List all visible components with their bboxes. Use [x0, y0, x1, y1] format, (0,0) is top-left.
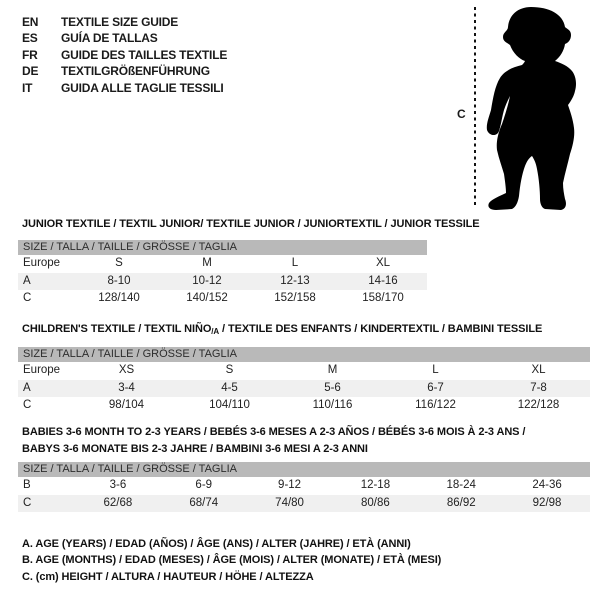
- children-size-table: SIZE / TALLA / TAILLE / GRÖSSE / TAGLIA …: [18, 347, 590, 415]
- language-row-it: IT GUIDA ALLE TAGLIE TESSILI: [22, 80, 227, 96]
- row-label: B: [23, 479, 31, 491]
- height-cell: 116/122: [415, 399, 456, 411]
- age-cell: 10-12: [192, 274, 222, 287]
- babies-title-line2: BABYS 3-6 MONATE BIS 2-3 JAHRE / BAMBINI…: [22, 442, 368, 455]
- table-row: C 128/140 140/152 152/158 158/170: [18, 290, 427, 308]
- row-label: C: [23, 399, 32, 411]
- language-code: IT: [22, 80, 33, 95]
- age-cell: 3-6: [109, 479, 127, 491]
- language-title: GUIDA ALLE TAGLIE TESSILI: [61, 80, 224, 95]
- children-title-subscript: /A: [211, 327, 220, 336]
- height-cell: 68/74: [189, 496, 219, 509]
- size-cell: XS: [118, 364, 135, 376]
- size-header-bar: SIZE / TALLA / TAILLE / GRÖSSE / TAGLIA: [18, 462, 590, 477]
- children-title-post: / TEXTILE DES ENFANTS / KINDERTEXTIL / B…: [219, 323, 543, 335]
- language-code: ES: [22, 31, 38, 46]
- table-row: Europe XS S M L XL: [18, 362, 590, 380]
- age-cell: 4-5: [221, 381, 238, 394]
- age-cell: 7-8: [530, 381, 547, 394]
- age-cell: 12-13: [280, 274, 310, 287]
- babies-title-line1: BABIES 3-6 MONTH TO 2-3 YEARS / BEBÉS 3-…: [22, 426, 526, 438]
- baby-silhouette-icon: [486, 7, 576, 210]
- children-title-pre: CHILDREN'S TEXTILE / TEXTIL NIÑO: [22, 323, 212, 335]
- row-label: C: [23, 292, 32, 304]
- height-cell: 128/140: [98, 292, 140, 304]
- age-cell: 6-9: [195, 479, 213, 491]
- age-cell: 18-24: [446, 479, 476, 491]
- table-row: C 98/104 104/110 110/116 116/122 122/128: [18, 397, 590, 415]
- age-cell: 12-18: [360, 479, 391, 491]
- size-cell: M: [327, 364, 338, 376]
- height-measure-label: C: [457, 107, 466, 121]
- size-cell: S: [115, 257, 123, 269]
- table-row: C 62/68 68/74 74/80 80/86 86/92 92/98: [18, 494, 590, 512]
- height-cell: 140/152: [186, 292, 228, 304]
- height-cell: 92/98: [532, 496, 562, 509]
- height-cell: 80/86: [361, 496, 390, 509]
- row-label: C: [23, 496, 32, 509]
- legend-height-cm: C. (cm) HEIGHT / ALTURA / HAUTEUR / HÖHE…: [22, 570, 314, 583]
- size-cell: M: [202, 257, 212, 269]
- measure-legend: A. AGE (YEARS) / EDAD (AÑOS) / ÂGE (ANS)…: [22, 536, 441, 585]
- row-label: A: [23, 381, 31, 394]
- children-table-title: CHILDREN'S TEXTILE / TEXTIL NIÑO/A / TEX…: [22, 323, 542, 336]
- language-row-fr: FR GUIDE DES TAILLES TEXTILE: [22, 47, 227, 63]
- table-row: Europe S M L XL: [18, 255, 427, 273]
- language-code: DE: [22, 64, 39, 79]
- legend-age-years: A. AGE (YEARS) / EDAD (AÑOS) / ÂGE (ANS)…: [22, 538, 411, 550]
- junior-table-title: JUNIOR TEXTILE / TEXTIL JUNIOR/ TEXTILE …: [22, 218, 480, 230]
- language-row-de: DE TEXTILGRÖßENFÜHRUNG: [22, 63, 227, 79]
- height-cell: 158/170: [362, 292, 404, 304]
- age-cell: 3-4: [118, 381, 135, 394]
- age-cell: 9-12: [278, 479, 302, 491]
- height-cell: 110/116: [312, 399, 353, 411]
- size-cell: S: [225, 364, 234, 376]
- language-title: TEXTILGRÖßENFÜHRUNG: [61, 64, 210, 79]
- junior-size-table: SIZE / TALLA / TAILLE / GRÖSSE / TAGLIA …: [18, 240, 427, 308]
- size-cell: XL: [375, 257, 391, 269]
- height-cell: 86/92: [446, 496, 476, 509]
- babies-table-title: BABIES 3-6 MONTH TO 2-3 YEARS / BEBÉS 3-…: [22, 424, 525, 457]
- language-title: GUÍA DE TALLAS: [61, 31, 158, 46]
- age-cell: 8-10: [107, 274, 131, 287]
- row-label: Europe: [23, 364, 61, 376]
- language-code: EN: [22, 15, 39, 29]
- size-cell: XL: [531, 364, 546, 376]
- legend-age-months: B. AGE (MONTHS) / EDAD (MESES) / ÂGE (MO…: [22, 554, 442, 567]
- size-header-bar: SIZE / TALLA / TAILLE / GRÖSSE / TAGLIA: [18, 347, 590, 362]
- height-cell: 152/158: [274, 292, 316, 304]
- babies-size-table: SIZE / TALLA / TAILLE / GRÖSSE / TAGLIA …: [18, 462, 590, 512]
- table-row: B 3-6 6-9 9-12 12-18 18-24 24-36: [18, 477, 590, 495]
- language-title: GUIDE DES TAILLES TEXTILE: [61, 47, 228, 62]
- language-code: FR: [22, 47, 38, 62]
- age-cell: 24-36: [532, 479, 562, 491]
- language-title: TEXTILE SIZE GUIDE: [61, 15, 179, 29]
- table-row: A 8-10 10-12 12-13 14-16: [18, 272, 427, 290]
- height-cell: 62/68: [103, 496, 133, 509]
- size-cell: L: [291, 257, 299, 269]
- age-cell: 6-7: [427, 381, 444, 394]
- size-cell: L: [432, 364, 439, 376]
- language-row-en: EN TEXTILE SIZE GUIDE: [22, 14, 227, 30]
- height-cell: 122/128: [517, 399, 560, 411]
- height-dashed-line: [474, 7, 476, 207]
- language-title-list: EN TEXTILE SIZE GUIDE ES GUÍA DE TALLAS …: [22, 14, 227, 96]
- age-cell: 5-6: [324, 381, 341, 394]
- table-row: A 3-4 4-5 5-6 6-7 7-8: [18, 379, 590, 397]
- language-row-es: ES GUÍA DE TALLAS: [22, 30, 227, 46]
- row-label: A: [23, 274, 31, 287]
- age-cell: 14-16: [368, 274, 398, 287]
- row-label: Europe: [23, 257, 61, 269]
- height-cell: 98/104: [108, 399, 145, 411]
- height-cell: 74/80: [275, 496, 304, 509]
- height-cell: 104/110: [209, 399, 250, 411]
- size-header-bar: SIZE / TALLA / TAILLE / GRÖSSE / TAGLIA: [18, 240, 427, 255]
